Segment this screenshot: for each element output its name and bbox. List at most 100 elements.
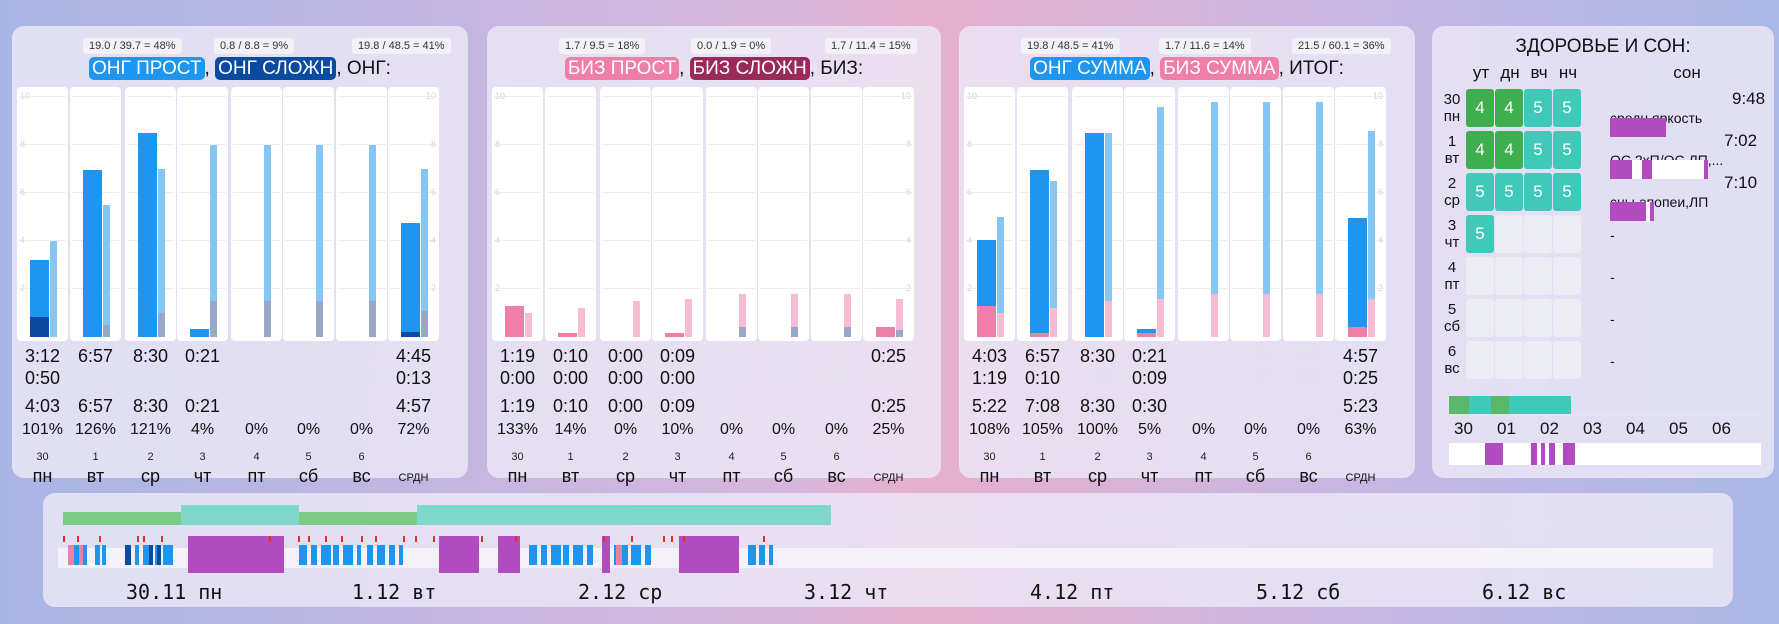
legend-complex: ОНГ СЛОЖН — [215, 57, 337, 80]
health-score-cell: 5 — [1524, 173, 1552, 211]
gridline — [233, 192, 280, 193]
work-block — [357, 545, 361, 565]
bar-column — [231, 87, 282, 341]
gridline — [1232, 144, 1279, 145]
gridline — [1285, 240, 1332, 241]
event-tick — [631, 536, 633, 542]
day-strip-green — [63, 512, 181, 525]
gridline — [708, 192, 755, 193]
bar-column: 10 8 6 4 2 — [964, 87, 1015, 341]
day-name: СРДН — [873, 472, 904, 484]
tick-label: 10 — [1372, 91, 1383, 101]
work-block-complex — [157, 545, 161, 565]
tick-label: 4 — [430, 235, 436, 245]
target-bar — [685, 298, 692, 337]
biz-block — [616, 545, 622, 565]
target-dark-bar — [264, 301, 271, 337]
work-block — [135, 545, 139, 565]
tick-label: 2 — [495, 283, 501, 293]
gridline — [1180, 240, 1227, 241]
health-day-number: 30 — [1443, 91, 1461, 108]
gridline — [494, 192, 541, 193]
health-day-number: 5 — [1447, 301, 1457, 318]
day-number: 3 — [674, 451, 681, 463]
sleep-block — [679, 536, 739, 573]
health-score-cell: 5 — [1466, 173, 1494, 211]
health-day-name: пт — [1444, 276, 1460, 293]
gridline — [179, 192, 226, 193]
gridline — [72, 144, 119, 145]
chart-legend: БИЗ ПРОСТ, БИЗ СЛОЖН, БИЗ: — [487, 54, 941, 84]
day-name: чт — [668, 466, 687, 486]
day-number: 30 — [36, 451, 49, 463]
sleep-bar — [1652, 160, 1704, 179]
total-panel: 19.8 / 48.5 = 41% 1.7 / 11.6 = 14% 21.5 … — [959, 26, 1415, 486]
tick-label: 6 — [430, 187, 436, 197]
value-bar-complex — [401, 331, 420, 337]
percent-label: 10% — [661, 421, 694, 438]
day-name: СРДН — [398, 472, 429, 484]
gridline — [966, 96, 1013, 97]
work-block — [83, 545, 87, 565]
value-label-2: 0:00 — [187, 368, 218, 385]
gridline — [547, 192, 594, 193]
percent-label: 4% — [190, 421, 215, 438]
axis-strip-teal — [1509, 396, 1571, 414]
tick-label: 8 — [1377, 139, 1383, 149]
value-bar — [1348, 218, 1367, 337]
health-score-cell — [1466, 299, 1494, 337]
value-label-2: 0:10 — [1024, 368, 1061, 388]
health-day-label: 30 пн — [1440, 91, 1464, 125]
sleep-bar — [1646, 202, 1650, 221]
biz-block — [79, 545, 83, 565]
timeline-day-label: 5.12 сб — [1256, 580, 1341, 604]
percent-label: 0% — [1296, 421, 1321, 438]
tick-label: 6 — [1377, 187, 1383, 197]
value-label: 0:00 — [293, 346, 324, 363]
gridline — [179, 144, 226, 145]
gridline — [654, 144, 701, 145]
work-block — [389, 545, 395, 565]
gridline — [602, 240, 649, 241]
work-block — [143, 545, 153, 565]
value-label: 0:00 — [1293, 346, 1324, 363]
bar-column — [1017, 87, 1068, 341]
timeline-day-label: 4.12 пт — [1030, 580, 1115, 604]
health-score-cell — [1466, 257, 1494, 295]
health-day-label: 6 вс — [1440, 343, 1464, 377]
axis-strip-green — [1449, 396, 1469, 414]
gridline — [1285, 192, 1332, 193]
target-bar — [1211, 101, 1218, 337]
tick-label: 6 — [967, 187, 973, 197]
gridline — [72, 96, 119, 97]
value-bar — [83, 170, 102, 337]
sum-label: 8:30 — [132, 396, 169, 416]
tick-label: 8 — [495, 139, 501, 149]
gridline — [547, 288, 594, 289]
gridline — [338, 288, 385, 289]
value-bar — [1137, 328, 1156, 337]
timeline-day-label: 2.12 ср — [578, 580, 663, 604]
gridline — [1232, 240, 1279, 241]
legend-simple: ОНГ СУММА — [1030, 57, 1150, 80]
badge-simple: 19.8 / 48.5 = 41% — [1021, 38, 1120, 54]
health-score-cell — [1553, 257, 1581, 295]
target-dark-bar — [844, 327, 851, 337]
target-bar — [1157, 106, 1164, 337]
value-label: 0:21 — [1131, 346, 1168, 366]
legend-complex: БИЗ СЛОЖН — [689, 57, 810, 80]
work-block — [551, 545, 561, 565]
value-label-2: 0:00 — [768, 368, 799, 385]
tick-label: 6 — [905, 187, 911, 197]
gridline — [1126, 96, 1173, 97]
event-tick — [763, 536, 765, 542]
health-day-label: 4 пт — [1440, 259, 1464, 293]
bar-column: 10 8 6 4 2 — [863, 87, 914, 341]
tick-label: 8 — [905, 139, 911, 149]
sum-label: 0:25 — [870, 396, 907, 416]
day-number: 2 — [622, 451, 629, 463]
legend-complex: БИЗ СУММА — [1160, 57, 1279, 80]
health-score-cell — [1524, 257, 1552, 295]
gridline — [494, 144, 541, 145]
sleep-block — [498, 536, 520, 573]
